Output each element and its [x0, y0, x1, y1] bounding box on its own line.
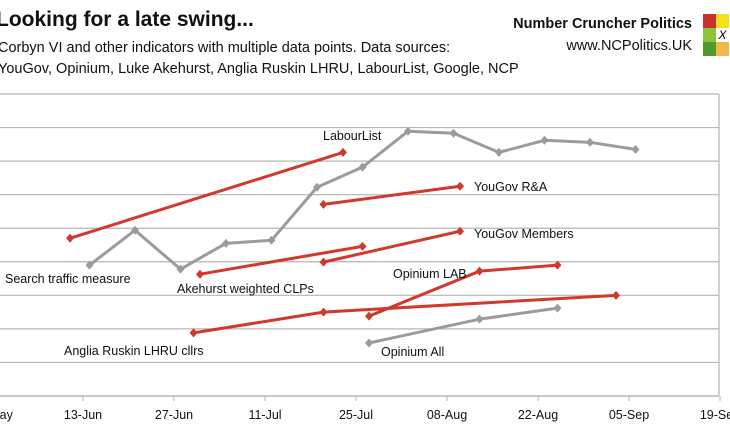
series-label: Anglia Ruskin LHRU cllrs: [64, 344, 204, 358]
x-tick-label: 27-Jun: [155, 408, 193, 422]
x-tick-label: 30-May: [0, 408, 14, 422]
x-tick-label: 05-Sep: [609, 408, 649, 422]
data-point: [365, 338, 373, 348]
data-point: [586, 137, 594, 147]
x-tick-label: 25-Jul: [339, 408, 373, 422]
data-point: [365, 311, 373, 321]
brand-url: www.NCPolitics.UK: [566, 38, 692, 54]
logo-cell: X: [716, 28, 729, 42]
series-label: Opinium LAB: [393, 267, 467, 281]
data-point: [404, 126, 412, 136]
chart-subtitle-line2: YouGov, Opinium, Luke Akehurst, Anglia R…: [0, 61, 519, 77]
series-label: Akehurst weighted CLPs: [177, 282, 314, 296]
x-tick-label: 22-Aug: [518, 408, 558, 422]
data-point: [553, 303, 562, 313]
series-label: LabourList: [323, 129, 382, 143]
data-point: [449, 128, 458, 138]
series-label: Search traffic measure: [5, 272, 131, 286]
data-point: [631, 144, 640, 154]
x-tick-label: 19-Sep: [700, 408, 730, 422]
logo-cell: [716, 42, 729, 56]
data-point: [222, 238, 230, 248]
data-point: [612, 290, 620, 300]
data-point: [189, 328, 198, 338]
data-point: [196, 269, 204, 279]
series-label: YouGov R&A: [474, 180, 548, 194]
series-line: [368, 306, 558, 345]
data-point: [85, 260, 94, 270]
data-point: [475, 266, 484, 276]
series-label: Opinium All: [381, 345, 444, 359]
series-line: [69, 150, 344, 240]
data-point: [131, 225, 139, 235]
data-point: [267, 235, 276, 245]
logo-cell: [716, 14, 729, 28]
data-point: [540, 135, 549, 145]
logo-cell: [703, 42, 716, 56]
data-point: [553, 260, 562, 270]
data-point: [66, 233, 74, 243]
chart-subtitle-line1: Corbyn VI and other indicators with mult…: [0, 40, 451, 56]
logo-cell: [703, 28, 716, 42]
data-point: [319, 199, 328, 209]
series-line: [323, 184, 461, 206]
series-label: YouGov Members: [474, 227, 574, 241]
data-point: [339, 147, 347, 157]
logo-cell: [703, 14, 716, 28]
data-point: [319, 307, 328, 317]
ncp-logo: X: [703, 14, 730, 57]
series-line: [199, 244, 363, 276]
series-line: [323, 229, 461, 264]
data-point: [313, 182, 321, 192]
x-tick-label: 08-Aug: [427, 408, 467, 422]
data-point: [456, 226, 464, 236]
data-point: [358, 241, 367, 251]
x-tick-label: 11-Jul: [248, 408, 281, 422]
data-point: [319, 257, 328, 267]
brand-name: Number Cruncher Politics: [513, 16, 692, 32]
data-point: [358, 162, 367, 172]
chart-title: Looking for a late swing...: [0, 8, 254, 31]
data-point: [495, 147, 503, 157]
data-point: [176, 264, 185, 274]
x-tick-label: 13-Jun: [64, 408, 102, 422]
data-point: [456, 181, 464, 191]
data-point: [475, 314, 484, 324]
